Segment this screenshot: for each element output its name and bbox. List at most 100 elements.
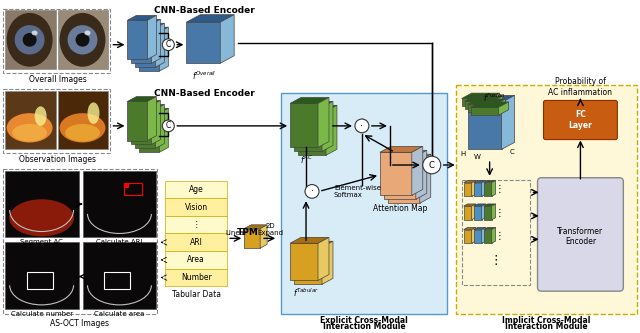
Polygon shape (464, 229, 472, 243)
Text: TPM: TPM (237, 227, 259, 237)
Ellipse shape (88, 103, 99, 124)
Polygon shape (468, 99, 506, 104)
Text: ·: · (310, 186, 314, 196)
Text: C: C (509, 150, 514, 156)
Polygon shape (470, 102, 509, 107)
FancyBboxPatch shape (165, 198, 227, 216)
Polygon shape (147, 97, 156, 141)
Text: $f^{Tabular}$: $f^{Tabular}$ (293, 286, 319, 299)
Polygon shape (482, 180, 486, 196)
Ellipse shape (22, 33, 36, 47)
Polygon shape (127, 102, 147, 141)
Polygon shape (131, 19, 161, 24)
Text: ⋮: ⋮ (495, 231, 504, 241)
Text: AS-OCT Images: AS-OCT Images (50, 319, 109, 328)
Text: Interaction Module: Interaction Module (505, 322, 588, 331)
Polygon shape (322, 101, 333, 151)
Polygon shape (294, 101, 333, 107)
Polygon shape (461, 99, 490, 106)
Polygon shape (127, 20, 147, 59)
Ellipse shape (84, 31, 90, 35)
Circle shape (163, 120, 174, 132)
Text: Segment AC: Segment AC (20, 239, 63, 245)
Polygon shape (416, 150, 427, 199)
Circle shape (305, 184, 319, 198)
Ellipse shape (65, 124, 100, 142)
Polygon shape (156, 23, 164, 67)
Text: Calculate ARI: Calculate ARI (96, 239, 143, 245)
Text: C: C (166, 122, 171, 131)
Text: W: W (474, 154, 481, 160)
Ellipse shape (76, 33, 90, 47)
Polygon shape (140, 108, 168, 113)
FancyBboxPatch shape (165, 233, 227, 251)
Polygon shape (127, 97, 156, 102)
Polygon shape (464, 182, 472, 196)
Polygon shape (472, 204, 476, 220)
Text: Observation Images: Observation Images (19, 155, 96, 164)
Polygon shape (322, 241, 333, 284)
Text: ⋮: ⋮ (495, 208, 504, 218)
Polygon shape (186, 15, 234, 22)
Polygon shape (461, 93, 500, 99)
Polygon shape (127, 15, 156, 20)
Polygon shape (490, 93, 500, 106)
Polygon shape (294, 247, 322, 284)
FancyBboxPatch shape (165, 251, 227, 269)
FancyBboxPatch shape (543, 101, 618, 140)
Polygon shape (140, 113, 159, 152)
Text: Attention Map: Attention Map (372, 204, 427, 213)
Polygon shape (420, 154, 431, 203)
Ellipse shape (6, 113, 52, 143)
FancyBboxPatch shape (125, 183, 129, 187)
Polygon shape (492, 204, 495, 220)
Polygon shape (131, 24, 152, 63)
Polygon shape (159, 27, 168, 71)
Text: CNN-Based Encoder: CNN-Based Encoder (154, 6, 255, 15)
Text: $f^{AC}$: $f^{AC}$ (300, 153, 312, 166)
Text: FC
Layer: FC Layer (568, 110, 593, 130)
Polygon shape (484, 206, 492, 220)
Polygon shape (492, 227, 495, 243)
Polygon shape (464, 204, 476, 206)
Circle shape (423, 156, 441, 174)
Polygon shape (244, 228, 260, 248)
Polygon shape (388, 160, 420, 203)
Ellipse shape (6, 13, 52, 67)
Ellipse shape (60, 13, 106, 67)
Polygon shape (474, 204, 486, 206)
Polygon shape (484, 182, 492, 196)
Text: Vision: Vision (185, 202, 208, 211)
Polygon shape (131, 105, 152, 145)
Text: Calculate number: Calculate number (10, 311, 73, 317)
Polygon shape (474, 227, 486, 229)
Polygon shape (244, 225, 267, 228)
FancyBboxPatch shape (4, 91, 56, 150)
Polygon shape (474, 180, 486, 182)
FancyBboxPatch shape (165, 181, 227, 198)
Polygon shape (220, 15, 234, 63)
Polygon shape (380, 152, 412, 195)
Ellipse shape (35, 106, 47, 126)
Ellipse shape (68, 25, 97, 55)
Text: C: C (166, 40, 171, 49)
Polygon shape (318, 237, 329, 280)
Polygon shape (484, 180, 495, 182)
Polygon shape (318, 98, 329, 148)
Polygon shape (495, 99, 506, 112)
FancyBboxPatch shape (83, 171, 156, 237)
Polygon shape (136, 109, 156, 149)
Text: 2D
Expand: 2D Expand (257, 223, 283, 236)
Polygon shape (388, 154, 431, 160)
FancyBboxPatch shape (4, 171, 79, 237)
Ellipse shape (12, 124, 47, 142)
Polygon shape (260, 225, 267, 248)
Text: Explicit Cross-Modal: Explicit Cross-Modal (320, 316, 408, 325)
Polygon shape (484, 229, 492, 243)
Text: ⋮: ⋮ (495, 184, 504, 194)
Ellipse shape (15, 25, 45, 55)
Text: CNN-Based Encoder: CNN-Based Encoder (154, 89, 255, 98)
Text: $f^{Overall}$: $f^{Overall}$ (192, 69, 216, 82)
FancyBboxPatch shape (58, 10, 108, 69)
Text: C: C (429, 161, 435, 169)
